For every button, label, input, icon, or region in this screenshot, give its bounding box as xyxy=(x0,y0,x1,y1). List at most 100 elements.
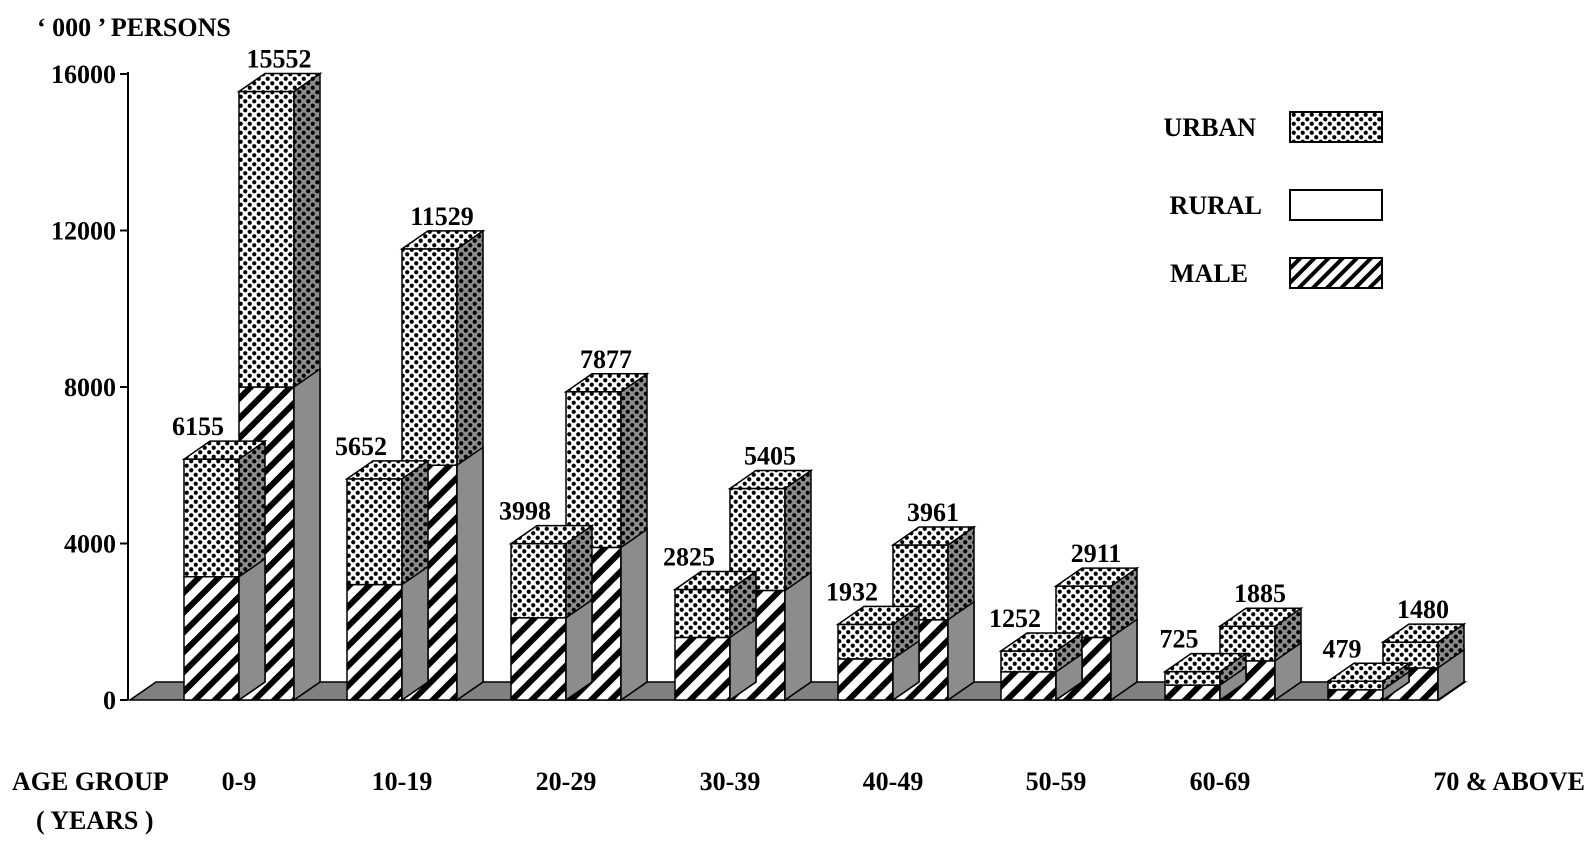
bar-side-male xyxy=(1219,665,1247,702)
bar-top xyxy=(344,460,431,480)
bar-top xyxy=(181,440,268,460)
bar-urban-10-19 xyxy=(344,459,431,702)
data-label-rural: 1885 xyxy=(1234,579,1286,608)
y-axis-title: ‘ 000 ’ PERSONS xyxy=(37,13,231,42)
y-tick-label: 16000 xyxy=(51,60,116,89)
x-category-0-9: 0-9 xyxy=(222,767,257,796)
bar-female-segment xyxy=(565,391,622,549)
bar-urban-0-9 xyxy=(181,439,268,702)
bar-female-segment xyxy=(1164,670,1221,686)
bar-urban-50-59 xyxy=(998,631,1085,702)
bar-top xyxy=(890,526,977,546)
bar-female-segment xyxy=(346,478,403,586)
data-label-urban: 3998 xyxy=(499,497,551,526)
data-label-urban: 6155 xyxy=(172,412,224,441)
bar-male-segment xyxy=(1327,689,1384,701)
bar-male-segment xyxy=(510,617,567,701)
bar-side-male xyxy=(620,527,648,702)
legend-label-male: MALE xyxy=(1170,259,1248,288)
data-label-rural: 3961 xyxy=(907,498,959,527)
x-axis-title-line1: AGE GROUP xyxy=(12,767,169,796)
bar-urban-30-39 xyxy=(672,570,759,702)
data-label-rural: 5405 xyxy=(744,442,796,471)
bar-side-male xyxy=(238,557,266,702)
bar-rural-20-29 xyxy=(563,372,650,702)
legend-swatch-urban xyxy=(1289,111,1383,143)
bar-top xyxy=(672,570,759,591)
data-label-urban: 479 xyxy=(1323,634,1362,663)
data-label-rural: 15552 xyxy=(247,45,312,74)
data-label-rural: 1480 xyxy=(1397,595,1449,624)
bar-female-segment xyxy=(238,90,295,388)
bar-female-segment xyxy=(510,542,567,619)
bar-rural-10-19 xyxy=(399,229,486,702)
x-category-labels: 0-9 10-19 20-29 30-39 40-49 50-59 60-69 70 & AB… xyxy=(222,767,1585,796)
bar-top xyxy=(998,632,1085,652)
bar-side-male xyxy=(947,600,975,702)
bar-female-segment xyxy=(837,623,894,660)
bar-female-segment xyxy=(1055,585,1112,639)
bar-side-male xyxy=(293,367,321,702)
bar-urban-20-29 xyxy=(508,524,595,702)
bars xyxy=(181,72,1467,702)
bar-top xyxy=(508,524,595,545)
bar-male-segment xyxy=(346,583,403,701)
bar-top xyxy=(727,469,814,490)
bar-female-segment xyxy=(1327,680,1384,691)
bar-female-segment xyxy=(674,588,731,639)
bar-side-male xyxy=(456,445,484,702)
legend-label-urban: URBAN xyxy=(1164,113,1257,142)
x-category-70 & ABOVE: 70 & ABOVE xyxy=(1433,767,1585,796)
data-label-rural: 11529 xyxy=(410,202,474,231)
bar-side-male xyxy=(784,571,812,702)
x-category-40-49: 40-49 xyxy=(863,767,924,796)
y-tick-label: 8000 xyxy=(64,373,116,402)
bar-rural-60-69 xyxy=(1217,606,1304,702)
data-labels: 15552 6155 11529 5652 7877 3998 5405 2825 3961 19… xyxy=(172,45,1449,664)
bar-rural-0-9 xyxy=(236,72,323,702)
bar-male-segment xyxy=(1164,684,1221,701)
y-axis: 0 4000 8000 12000 16000 xyxy=(51,60,129,715)
bar-male-segment xyxy=(837,658,894,701)
bar-rural-70 & ABOVE xyxy=(1380,622,1467,702)
bar-side-male xyxy=(729,617,757,702)
bar-top xyxy=(1217,607,1304,627)
x-category-60-69: 60-69 xyxy=(1190,767,1251,796)
data-label-rural: 7877 xyxy=(580,345,632,374)
data-label-urban: 2825 xyxy=(663,542,715,571)
legend-swatch-rural xyxy=(1289,189,1383,221)
bar-male-segment xyxy=(1000,671,1057,701)
data-label-rural: 2911 xyxy=(1071,539,1122,568)
bar-top xyxy=(236,72,323,93)
bar-urban-70 & ABOVE xyxy=(1325,661,1412,702)
bar-side-male xyxy=(1437,648,1465,702)
bar-male-segment xyxy=(183,576,240,701)
bar-urban-60-69 xyxy=(1162,652,1249,702)
x-category-20-29: 20-29 xyxy=(536,767,597,796)
data-label-urban: 1932 xyxy=(826,577,878,606)
y-tick-label: 0 xyxy=(103,686,116,715)
legend-label-rural: RURAL xyxy=(1170,191,1262,220)
bar-side-male xyxy=(1055,652,1083,702)
legend-swatch-male xyxy=(1289,257,1383,289)
bar-side-male xyxy=(1110,617,1138,702)
bar-female-segment xyxy=(183,458,240,578)
data-label-urban: 5652 xyxy=(335,432,387,461)
data-label-urban: 725 xyxy=(1160,625,1199,654)
bar-female-segment xyxy=(1000,650,1057,673)
bar-top xyxy=(1162,652,1249,673)
bar-side-male xyxy=(1274,641,1302,702)
x-category-30-39: 30-39 xyxy=(700,767,761,796)
bar-male-segment xyxy=(674,636,731,701)
x-category-50-59: 50-59 xyxy=(1026,767,1087,796)
bar-side-male xyxy=(892,639,920,702)
bar-top xyxy=(1380,623,1467,643)
bar-top xyxy=(1053,567,1140,587)
bar-urban-40-49 xyxy=(835,604,922,702)
x-category-10-19: 10-19 xyxy=(372,767,433,796)
x-axis-title-line2: ( YEARS ) xyxy=(36,806,153,835)
bar-top xyxy=(1325,662,1412,683)
y-tick-label: 4000 xyxy=(64,530,116,559)
bar-top xyxy=(835,605,922,626)
